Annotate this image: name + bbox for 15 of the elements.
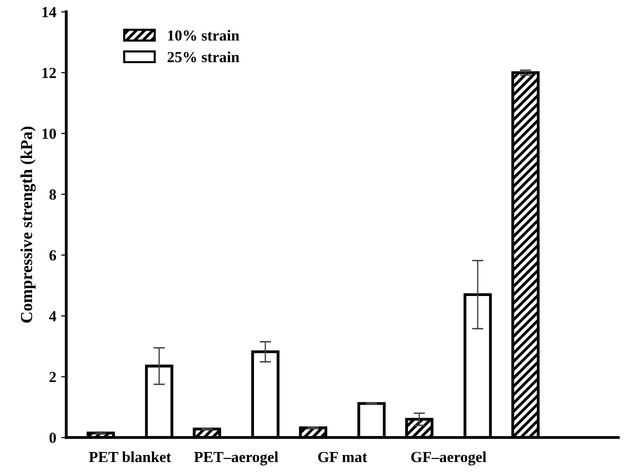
- x-tick-label: PET–aerogel: [194, 451, 278, 466]
- y-tick-label: 10: [42, 128, 56, 139]
- y-tick-label: 4: [49, 311, 56, 322]
- legend-label: 25% strain: [168, 52, 240, 62]
- legend-label: 10% strain: [168, 30, 240, 41]
- y-axis-title: Compressive strength (kPa): [20, 126, 36, 323]
- y-tick-label: 14: [42, 7, 56, 18]
- y-tick-label: 12: [42, 68, 56, 78]
- x-tick-label: PET blanket: [88, 451, 172, 462]
- y-tick-label: 2: [50, 372, 56, 382]
- x-tick-label: GF mat: [318, 452, 368, 462]
- x-tick-label: GF–aerogel: [411, 451, 486, 466]
- y-tick-label: 0: [49, 432, 56, 443]
- y-tick-label: 8: [49, 189, 56, 200]
- y-tick-label: 6: [49, 250, 56, 261]
